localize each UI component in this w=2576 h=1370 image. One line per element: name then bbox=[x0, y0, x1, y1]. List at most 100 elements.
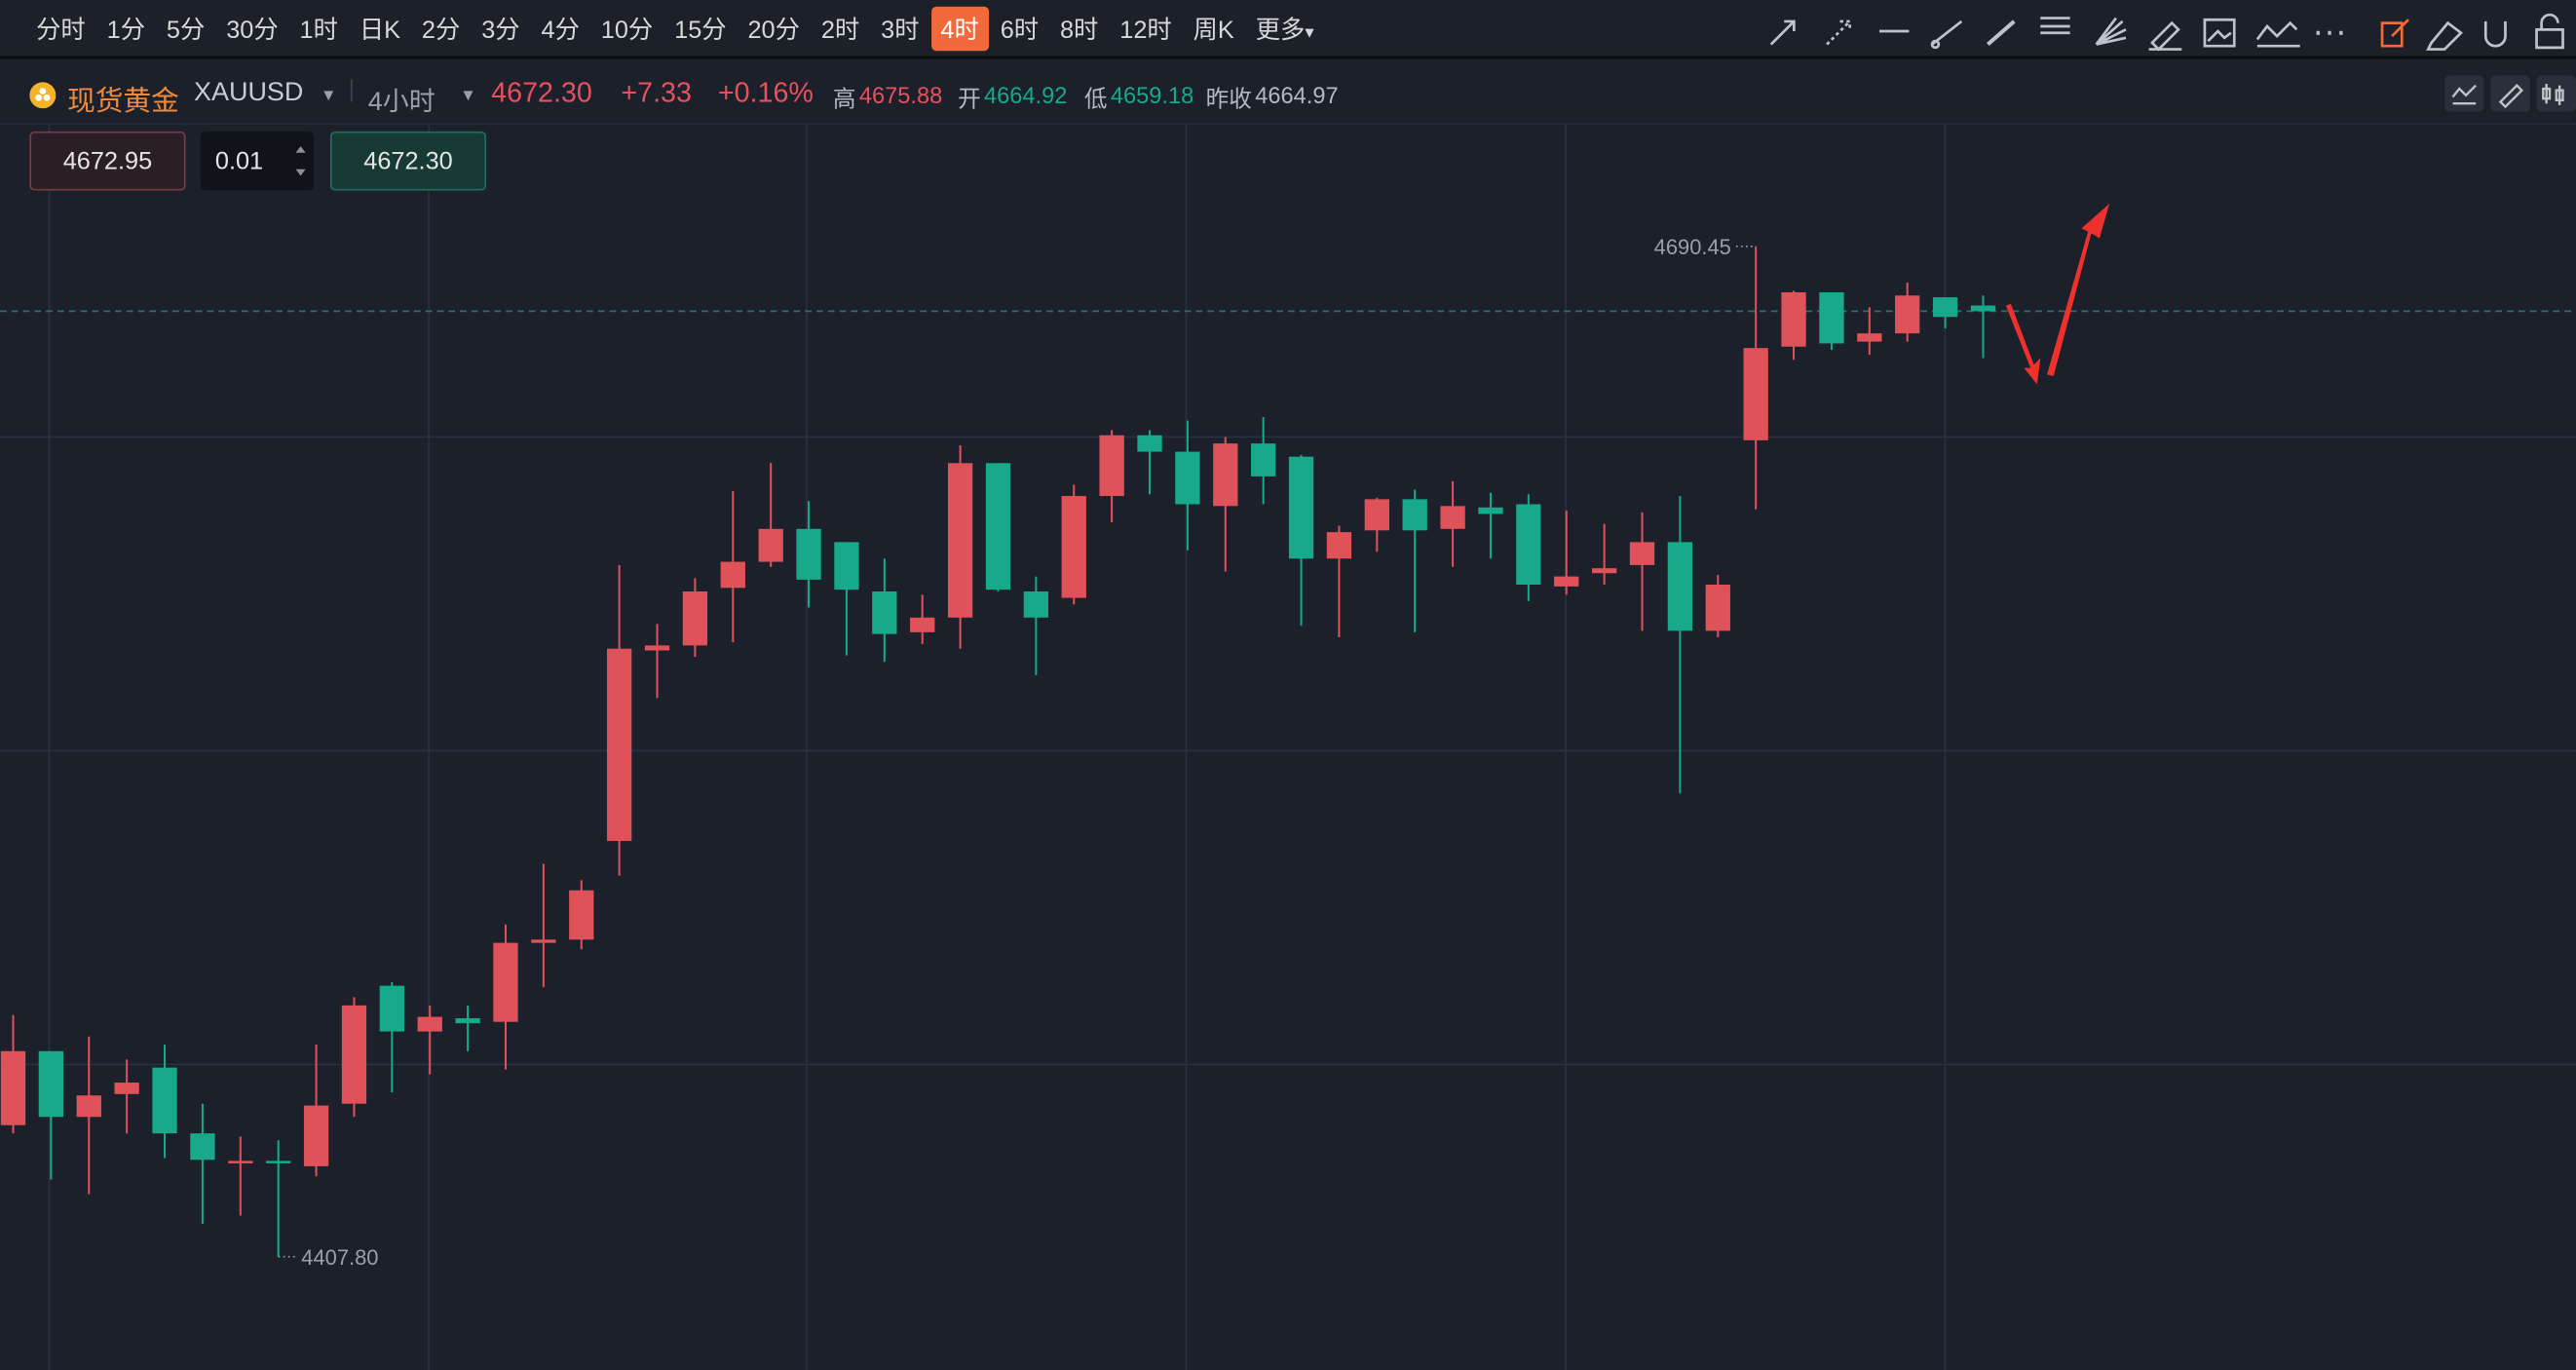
separator: | bbox=[348, 75, 356, 104]
candle-body bbox=[872, 591, 897, 634]
candle-body bbox=[303, 1105, 329, 1166]
min-label: 4407.80 bbox=[301, 1245, 378, 1270]
candle-body bbox=[266, 1161, 291, 1163]
price-change: +7.33 bbox=[621, 77, 692, 109]
interval-tab[interactable]: 周K bbox=[1193, 16, 1234, 44]
tool-pen[interactable] bbox=[2148, 20, 2182, 52]
interval-tab[interactable]: 1分 bbox=[106, 16, 145, 44]
high-label: 高 bbox=[832, 85, 856, 112]
candle-body bbox=[417, 1016, 442, 1032]
sell-price: 4672.95 bbox=[62, 146, 153, 175]
candle-body bbox=[38, 1050, 64, 1118]
tool-ray[interactable] bbox=[1826, 19, 1852, 46]
symbol-name[interactable]: 现货黄金 bbox=[67, 85, 179, 117]
tool-segment[interactable] bbox=[1930, 19, 1963, 50]
tool-eraser[interactable] bbox=[2426, 20, 2464, 51]
candle-body bbox=[455, 1018, 480, 1024]
candle-body bbox=[1061, 496, 1086, 598]
interval-tab[interactable]: 3时 bbox=[881, 16, 920, 44]
interval-tab[interactable]: 4时 bbox=[930, 5, 989, 51]
stepper[interactable] bbox=[292, 141, 309, 180]
candle-body bbox=[910, 617, 935, 632]
interval-tab[interactable]: 日K bbox=[359, 16, 401, 44]
candle-body bbox=[985, 463, 1011, 590]
interval-tab[interactable]: 6时 bbox=[1000, 16, 1040, 44]
open-label: 开 bbox=[958, 85, 981, 112]
candle-body bbox=[1705, 585, 1730, 631]
buy-price: 4672.30 bbox=[363, 146, 453, 175]
dropdown-caret: ▼ bbox=[460, 87, 476, 105]
grid bbox=[0, 123, 2576, 1370]
tool-fan[interactable] bbox=[2095, 17, 2127, 46]
candle-body bbox=[1895, 295, 1920, 334]
tool-trend[interactable] bbox=[1986, 19, 2016, 47]
high-value: 4675.88 bbox=[858, 82, 943, 109]
tool-arrow[interactable] bbox=[1769, 19, 1796, 46]
candle-body bbox=[569, 890, 594, 940]
tool-wave[interactable] bbox=[2255, 20, 2300, 48]
buy-button[interactable]: 4672.30 bbox=[329, 131, 487, 191]
candle-body bbox=[758, 528, 783, 562]
interval-tab[interactable]: 8时 bbox=[1059, 16, 1099, 44]
interval-tab[interactable]: 3分 bbox=[481, 16, 520, 44]
candle-body bbox=[1288, 456, 1314, 559]
candle-body bbox=[1251, 443, 1276, 476]
candle-body bbox=[1932, 297, 1958, 318]
quote-header: 现货黄金 XAUUSD ▼ | 4小时 ▼ 4672.30 +7.33 +0.1… bbox=[0, 62, 2576, 126]
tool-magnet[interactable] bbox=[2483, 20, 2507, 48]
candle-body bbox=[152, 1067, 177, 1134]
candle-body bbox=[1326, 532, 1352, 559]
low-label: 低 bbox=[1083, 85, 1108, 112]
interval-tab[interactable]: 分时 bbox=[36, 16, 86, 44]
last-price: 4672.30 bbox=[491, 77, 592, 109]
candle-body bbox=[1478, 507, 1503, 514]
candle-body bbox=[531, 939, 556, 943]
dropdown-caret: ▼ bbox=[320, 87, 337, 105]
interval-tab[interactable]: 2分 bbox=[421, 16, 461, 44]
interval-tab[interactable]: 更多▾ bbox=[1255, 16, 1314, 44]
candle-body bbox=[1857, 333, 1882, 342]
interval-tab[interactable]: 12时 bbox=[1119, 16, 1172, 44]
view-buttons bbox=[2444, 75, 2576, 112]
quantity-input[interactable]: 0.01 bbox=[200, 131, 315, 191]
arrow-annotation bbox=[2005, 303, 2041, 385]
interval-tab[interactable]: 30分 bbox=[226, 16, 279, 44]
interval-tab[interactable]: 10分 bbox=[600, 16, 654, 44]
candle-body bbox=[379, 985, 404, 1032]
view-button[interactable] bbox=[2490, 75, 2530, 112]
interval[interactable]: 4小时 bbox=[367, 89, 436, 117]
interval-tab[interactable]: 15分 bbox=[674, 16, 727, 44]
candle-body bbox=[947, 463, 973, 618]
drawing-tools bbox=[1769, 13, 2564, 52]
candle-body bbox=[493, 942, 518, 1022]
interval-tab[interactable]: 2时 bbox=[820, 16, 860, 44]
tool-image[interactable] bbox=[2203, 18, 2236, 48]
tool-edit[interactable] bbox=[2380, 19, 2409, 48]
tool-fib[interactable] bbox=[2040, 17, 2070, 35]
candle-body bbox=[1213, 443, 1238, 507]
candle-body bbox=[1629, 542, 1655, 565]
interval-tab[interactable]: 5分 bbox=[166, 16, 206, 44]
candle-body bbox=[1364, 499, 1389, 531]
candle-body bbox=[1781, 291, 1806, 347]
candle-body bbox=[190, 1133, 215, 1161]
symbol-code[interactable]: XAUUSD bbox=[193, 78, 304, 107]
sell-button[interactable]: 4672.95 bbox=[29, 131, 186, 191]
max-label: 4690.45 bbox=[1654, 235, 1731, 259]
candle-body bbox=[1516, 504, 1541, 586]
quantity: 0.01 bbox=[214, 146, 264, 175]
interval-tab[interactable]: 20分 bbox=[747, 16, 800, 44]
toolbar: 分时 1分 5分 30分 1时 日K 2分 3分 4分 10分 15分 20分 2时 3时 4时 6时 8时 12… bbox=[0, 0, 2576, 59]
candle-body bbox=[796, 528, 821, 580]
interval-tab[interactable]: 1时 bbox=[299, 16, 338, 44]
interval-tab[interactable]: 4分 bbox=[541, 16, 580, 44]
tool-lock[interactable] bbox=[2535, 13, 2564, 50]
open-value: 4664.92 bbox=[984, 82, 1068, 109]
candle-body bbox=[720, 561, 745, 589]
candle-body bbox=[1743, 348, 1768, 440]
prev-value: 4664.97 bbox=[1255, 82, 1339, 109]
candle-body bbox=[1402, 499, 1427, 531]
candle-body bbox=[1819, 291, 1844, 344]
